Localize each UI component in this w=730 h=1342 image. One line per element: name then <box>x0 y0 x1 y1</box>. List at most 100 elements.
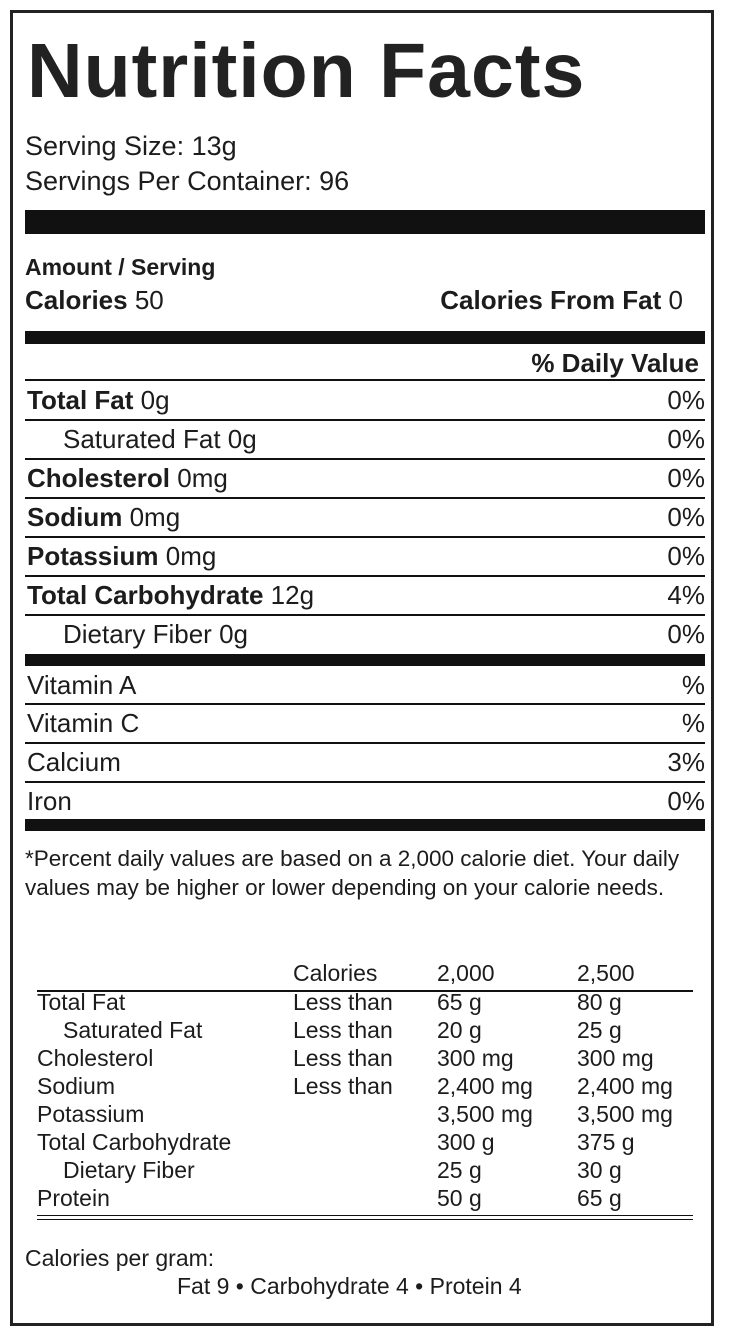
calories-value: 50 <box>134 285 164 315</box>
nutrient-amount: 0g <box>227 424 257 454</box>
table-row: Sodium Less than 2,400 mg 2,400 mg <box>37 1072 695 1100</box>
nutrient-name: Saturated Fat <box>63 424 221 454</box>
reference-nutrient: Total Carbohydrate <box>37 1129 232 1155</box>
daily-value-header: % Daily Value <box>531 348 699 378</box>
reference-value-2000: 50 g <box>437 1185 482 1211</box>
mineral-row-iron: Iron 0% <box>25 783 705 819</box>
row-divider <box>25 458 705 460</box>
reference-bottom-rule <box>37 1219 693 1220</box>
nutrient-amount: 0g <box>140 385 170 415</box>
reference-header-2000: 2,000 <box>437 960 495 986</box>
vitamin-dv: 0% <box>667 786 705 816</box>
medium-divider <box>25 654 705 666</box>
reference-qualifier <box>293 1100 437 1128</box>
nutrient-amount: 0mg <box>165 541 217 571</box>
reference-nutrient: Protein <box>37 1185 110 1211</box>
nutrient-row-potassium: Potassium 0mg 0% <box>25 538 705 574</box>
reference-value-2500: 375 g <box>577 1129 635 1155</box>
nutrient-dv: 0% <box>667 385 705 415</box>
nutrient-name: Dietary Fiber <box>63 619 212 649</box>
nutrient-row-dietary-fiber: Dietary Fiber 0g 0% <box>25 616 705 652</box>
nutrient-name: Potassium <box>27 541 159 571</box>
nutrient-name: Cholesterol <box>27 463 171 493</box>
nutrient-dv: 4% <box>667 580 705 610</box>
table-row: Cholesterol Less than 300 mg 300 mg <box>37 1044 695 1072</box>
reference-nutrient: Dietary Fiber <box>63 1157 195 1183</box>
reference-value-2000: 20 g <box>437 1017 482 1043</box>
calories-from-fat-label: Calories From Fat <box>440 285 662 315</box>
vitamin-name: Calcium <box>27 747 121 777</box>
calories-per-gram-values: Fat 9 • Carbohydrate 4 • Protein 4 <box>177 1273 522 1299</box>
medium-divider <box>25 331 705 344</box>
vitamin-dv: 3% <box>667 747 705 777</box>
row-divider <box>25 379 705 381</box>
reference-qualifier <box>293 1184 437 1212</box>
nutrient-amount: 12g <box>270 580 315 610</box>
nutrient-name: Total Carbohydrate <box>27 580 264 610</box>
nutrient-dv: 0% <box>667 541 705 571</box>
nutrient-amount: 0g <box>219 619 248 649</box>
reference-header-rule <box>37 990 693 992</box>
reference-value-2500: 2,400 mg <box>577 1073 673 1099</box>
nutrition-label: Nutrition Facts Serving Size: 13g Servin… <box>10 10 714 1326</box>
reference-qualifier: Less than <box>293 1045 393 1071</box>
reference-value-2000: 2,400 mg <box>437 1073 533 1099</box>
calories-line: Calories 50 <box>25 285 164 316</box>
nutrient-row-cholesterol: Cholesterol 0mg 0% <box>25 460 705 496</box>
reference-value-2000: 300 mg <box>437 1045 514 1071</box>
reference-header-row: Calories 2,000 2,500 <box>37 958 695 988</box>
reference-qualifier <box>293 1156 437 1184</box>
nutrient-amount: 0mg <box>129 502 181 532</box>
medium-divider <box>25 819 705 831</box>
row-divider <box>25 781 705 783</box>
vitamin-dv: % <box>681 708 705 738</box>
table-row: Dietary Fiber 25 g 30 g <box>37 1156 695 1184</box>
reference-nutrient: Saturated Fat <box>63 1017 203 1043</box>
table-row: Protein 50 g 65 g <box>37 1184 695 1212</box>
reference-value-2500: 300 mg <box>577 1045 654 1071</box>
reference-qualifier: Less than <box>293 989 393 1015</box>
nutrient-name: Total Fat <box>27 385 134 415</box>
reference-header-2500: 2,500 <box>577 960 635 986</box>
mineral-row-calcium: Calcium 3% <box>25 744 705 780</box>
nutrient-amount: 0mg <box>177 463 228 493</box>
row-divider <box>25 497 705 499</box>
reference-value-2500: 65 g <box>577 1185 622 1211</box>
table-row: Saturated Fat Less than 20 g 25 g <box>37 1016 695 1044</box>
reference-value-2000: 300 g <box>437 1129 495 1155</box>
row-divider <box>25 536 705 538</box>
table-row: Total Fat Less than 65 g 80 g <box>37 988 695 1016</box>
reference-nutrient: Potassium <box>37 1101 145 1127</box>
reference-qualifier <box>293 1128 437 1156</box>
servings-per-container: Servings Per Container: 96 <box>25 166 350 196</box>
calories-from-fat-line: Calories From Fat 0 <box>440 285 683 316</box>
row-divider <box>25 742 705 744</box>
reference-qualifier: Less than <box>293 1073 393 1099</box>
nutrient-dv: 0% <box>667 424 705 454</box>
vitamin-name: Vitamin C <box>27 708 140 738</box>
amount-per-serving: Amount / Serving <box>25 254 216 280</box>
reference-header-calories: Calories <box>293 960 378 986</box>
reference-nutrient: Sodium <box>37 1073 115 1099</box>
vitamin-name: Iron <box>27 786 72 816</box>
daily-values-reference-table: Calories 2,000 2,500 Total Fat Less than… <box>37 958 695 1212</box>
reference-value-2500: 25 g <box>577 1017 622 1043</box>
footnote: *Percent daily values are based on a 2,0… <box>25 846 680 900</box>
row-divider <box>25 703 705 705</box>
serving-size: Serving Size: 13g <box>25 131 237 161</box>
vitamin-dv: % <box>681 670 705 700</box>
table-row: Potassium 3,500 mg 3,500 mg <box>37 1100 695 1128</box>
nutrient-dv: 0% <box>667 502 705 532</box>
nutrient-row-total-carbohydrate: Total Carbohydrate 12g 4% <box>25 577 705 613</box>
vitamin-row-c: Vitamin C % <box>25 705 705 741</box>
table-row: Total Carbohydrate 300 g 375 g <box>37 1128 695 1156</box>
label-title: Nutrition Facts <box>27 28 586 114</box>
calories-from-fat-value: 0 <box>668 285 683 315</box>
vitamin-row-a: Vitamin A % <box>25 667 705 703</box>
reference-value-2500: 30 g <box>577 1157 622 1183</box>
vitamin-name: Vitamin A <box>27 670 137 700</box>
reference-value-2000: 3,500 mg <box>437 1101 533 1127</box>
row-divider <box>25 419 705 421</box>
nutrient-row-saturated-fat: Saturated Fat 0g 0% <box>25 421 705 457</box>
reference-value-2000: 25 g <box>437 1157 482 1183</box>
